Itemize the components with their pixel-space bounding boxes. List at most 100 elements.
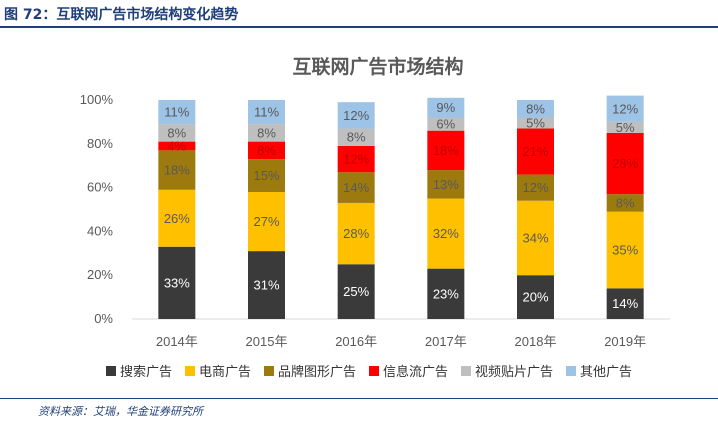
- legend-swatch: [461, 366, 471, 376]
- legend-swatch: [264, 366, 274, 376]
- x-tick-label: 2014年: [156, 334, 198, 349]
- bar-segment: [158, 189, 196, 247]
- bar-segment: [427, 117, 465, 131]
- data-label: 5%: [616, 120, 635, 135]
- bar-segment: [427, 170, 465, 199]
- data-label: 33%: [164, 275, 190, 290]
- data-label: 5%: [526, 115, 545, 130]
- bar-segment: [606, 95, 644, 122]
- bar-segment: [517, 200, 554, 276]
- bar-segment: [427, 97, 465, 118]
- data-label: 34%: [522, 230, 548, 245]
- y-tick-label: 0%: [94, 311, 113, 326]
- bar-segment: [158, 246, 196, 319]
- data-label: 28%: [343, 226, 369, 241]
- data-label: 6%: [436, 117, 455, 132]
- legend-label: 其他广告: [580, 365, 632, 380]
- y-tick-label: 60%: [87, 180, 113, 195]
- bar-segment: [337, 128, 375, 146]
- data-label: 35%: [612, 243, 638, 258]
- data-label: 8%: [257, 125, 276, 140]
- data-label: 11%: [254, 105, 279, 120]
- bar-segment: [248, 251, 285, 319]
- bar-segment: [248, 124, 285, 142]
- data-label: 14%: [343, 180, 369, 195]
- bar-segment: [337, 172, 375, 203]
- bar-segment: [427, 268, 465, 319]
- bar-segment: [337, 102, 375, 129]
- bar-segment: [606, 121, 644, 133]
- stacked-bar-chart: 互联网广告市场结构 0% 20% 40% 60% 80% 100% 33% 26% 18% 4%…: [80, 55, 670, 380]
- y-tick-label: 100%: [80, 92, 114, 107]
- data-label: 23%: [433, 286, 459, 301]
- data-label: 8%: [257, 143, 276, 158]
- legend-swatch: [106, 366, 116, 376]
- bar-segment: [248, 100, 285, 125]
- bar-segment: [158, 150, 196, 190]
- bar-segment: [158, 100, 196, 125]
- bar-segment: [517, 100, 554, 118]
- data-label: 32%: [433, 226, 459, 241]
- bar-segment: [337, 202, 375, 265]
- legend-label: 搜索广告: [120, 365, 172, 380]
- bar-segment: [606, 288, 644, 319]
- data-label: 8%: [526, 101, 545, 116]
- legend-label: 品牌图形广告: [278, 364, 356, 380]
- data-label: 18%: [164, 163, 190, 178]
- data-label: 12%: [343, 152, 369, 167]
- data-label: 27%: [253, 214, 279, 229]
- data-label: 8%: [347, 130, 366, 145]
- bar-segment: [248, 159, 285, 192]
- x-tick-label: 2019年: [604, 334, 646, 349]
- data-label: 31%: [253, 278, 279, 293]
- x-tick-label: 2017年: [425, 334, 467, 349]
- data-label: 13%: [433, 177, 459, 192]
- y-tick-label: 80%: [87, 136, 113, 151]
- bar-segment: [517, 174, 554, 201]
- figure-source: 资料来源：艾瑞，华金证券研究所: [38, 405, 203, 418]
- data-label: 20%: [522, 290, 548, 305]
- y-tick-label: 20%: [87, 267, 113, 282]
- data-label: 9%: [436, 100, 455, 115]
- y-tick-label: 40%: [87, 223, 113, 238]
- data-label: 18%: [433, 143, 459, 158]
- bar-segment: [517, 128, 554, 175]
- legend-swatch: [566, 366, 576, 376]
- bar-segment: [606, 132, 644, 195]
- source-rule: [0, 398, 718, 399]
- data-label: 28%: [612, 156, 638, 171]
- data-label: 4%: [167, 138, 186, 153]
- legend-swatch: [185, 366, 195, 376]
- data-label: 12%: [343, 108, 369, 123]
- x-tick-label: 2016年: [335, 334, 377, 349]
- data-label: 25%: [343, 284, 369, 299]
- legend-label: 视频贴片广告: [475, 365, 553, 380]
- figure-caption: 图 72：互联网广告市场结构变化趋势: [4, 7, 239, 23]
- legend-label: 电商广告: [199, 365, 251, 380]
- x-tick-label: 2015年: [246, 334, 288, 349]
- bar-segment: [606, 194, 644, 212]
- data-label: 12%: [522, 180, 548, 195]
- bar-segment: [427, 198, 465, 269]
- bar-segment: [158, 141, 196, 151]
- data-label: 14%: [612, 296, 638, 311]
- bar-segment: [427, 130, 465, 171]
- data-label: 26%: [164, 211, 190, 226]
- caption-rule: [0, 26, 718, 28]
- data-label: 8%: [167, 125, 186, 140]
- bar-segment: [606, 211, 644, 289]
- data-label: 8%: [616, 195, 635, 210]
- bar-segment: [337, 264, 375, 319]
- bar-segment: [337, 145, 375, 173]
- data-label: 12%: [612, 101, 638, 116]
- chart-title: 互联网广告市场结构: [292, 55, 463, 78]
- bar-segment: [158, 124, 196, 142]
- data-label: 11%: [164, 105, 189, 120]
- bar-segment: [517, 117, 554, 129]
- legend-swatch: [369, 366, 379, 376]
- data-label: 15%: [253, 168, 279, 183]
- x-tick-label: 2018年: [515, 334, 557, 349]
- legend-label: 信息流广告: [383, 364, 448, 380]
- data-label: 21%: [522, 144, 548, 159]
- bar-segment: [517, 275, 554, 319]
